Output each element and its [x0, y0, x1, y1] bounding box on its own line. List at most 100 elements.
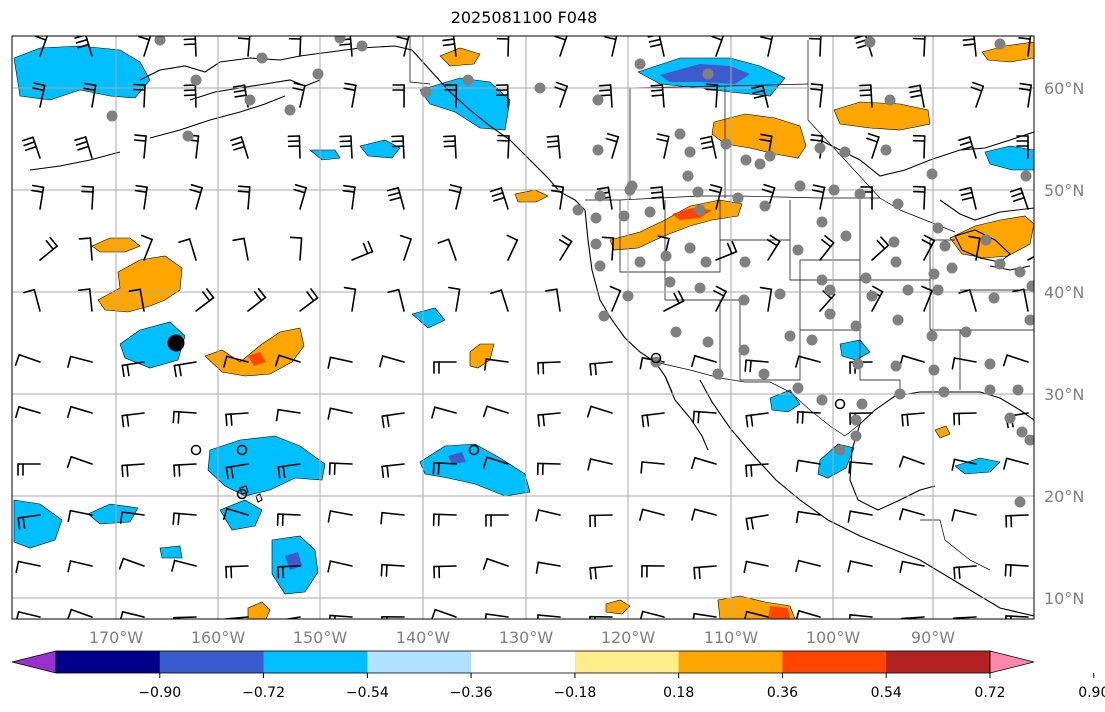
blue-region: [207, 435, 326, 497]
latitude-label: 10°N: [1044, 589, 1084, 608]
wind-barb: [808, 36, 822, 57]
wind-barb: [67, 355, 93, 369]
station-dot: [190, 74, 202, 86]
wind-barb: [819, 235, 835, 261]
wind-barb: [274, 354, 301, 367]
wind-barb: [899, 560, 925, 574]
wind-barb: [598, 84, 613, 108]
station-dot: [816, 216, 828, 228]
wind-barb: [951, 458, 977, 471]
wind-barb: [693, 565, 717, 580]
wind-barb: [970, 81, 985, 108]
wind-barb: [67, 560, 93, 573]
wind-barb: [223, 507, 249, 521]
wind-barb: [327, 510, 353, 523]
wind-barb: [327, 407, 353, 420]
wind-barb: [78, 237, 93, 261]
wind-barb: [766, 234, 781, 261]
wind-barb: [118, 557, 145, 570]
wind-barb: [811, 184, 826, 210]
colorbar-segment: [159, 651, 265, 673]
highlight-station-dot: [167, 334, 185, 352]
wind-barb: [67, 509, 93, 523]
station-dot: [644, 206, 656, 218]
station-dot: [700, 256, 712, 268]
wind-barb: [692, 410, 717, 424]
colorbar-segment: [471, 651, 576, 673]
station-dot: [1016, 426, 1028, 438]
station-dot: [738, 294, 750, 306]
wind-barb: [399, 234, 412, 261]
station-dot: [1014, 496, 1026, 508]
station-dot: [928, 268, 940, 280]
longitude-label: 110°W: [704, 628, 759, 647]
wind-barb: [959, 186, 977, 210]
station-dot: [892, 314, 904, 326]
wind-barb: [183, 36, 197, 57]
station-dot: [720, 138, 732, 150]
station-dot: [1012, 384, 1024, 396]
wind-barb: [381, 615, 405, 619]
strong-positive-region: [248, 352, 266, 366]
wind-barb: [1002, 354, 1029, 367]
wind-barb: [912, 185, 926, 210]
wind-barb: [195, 288, 215, 312]
station-dot: [1024, 434, 1034, 446]
wind-barb: [121, 361, 145, 378]
station-dot: [856, 398, 868, 410]
station-dot: [850, 414, 862, 426]
wind-barb: [133, 83, 146, 108]
wind-barb: [601, 236, 615, 261]
field-shading: [13, 41, 1034, 619]
colorbar-tick-label: −0.18: [553, 685, 596, 701]
blue-region: [13, 45, 151, 101]
station-dot: [592, 144, 604, 156]
wind-barb: [604, 36, 618, 57]
station-dot: [754, 158, 766, 170]
wind-barb: [692, 612, 717, 619]
wind-barb: [81, 185, 94, 210]
wind-barb: [392, 84, 405, 108]
colorbar-outline: [55, 650, 991, 674]
station-dot: [890, 360, 902, 372]
wind-barb: [690, 456, 717, 470]
station-dot: [594, 260, 606, 272]
wind-barb: [134, 184, 148, 210]
station-dot: [960, 326, 972, 338]
wind-barb: [795, 355, 821, 368]
wind-barb: [432, 513, 457, 527]
station-dot: [702, 68, 714, 80]
wind-barb: [536, 462, 561, 476]
wind-barb: [796, 410, 821, 424]
wind-barb: [67, 405, 93, 419]
station-dot: [839, 146, 851, 158]
wind-barb: [848, 613, 873, 619]
wind-barb: [183, 84, 197, 108]
station-dot: [106, 110, 118, 122]
wind-barb: [14, 353, 41, 366]
longitude-label: 140°W: [396, 628, 451, 647]
station-dot: [814, 142, 826, 154]
colorbar-segment: [367, 651, 472, 673]
wind-barb: [128, 288, 145, 312]
station-dot: [864, 36, 876, 48]
wind-barb: [647, 36, 665, 57]
wind-barb: [587, 458, 613, 471]
wind-barb: [443, 135, 457, 159]
wind-barb: [1016, 135, 1029, 159]
wind-barb: [74, 36, 93, 57]
wind-barb: [225, 412, 249, 427]
observation-stations: [106, 36, 1034, 508]
wind-barb: [858, 84, 873, 108]
wind-barb: [343, 82, 357, 108]
strong-positive-region: [768, 606, 790, 619]
station-dot: [1020, 170, 1032, 182]
station-dot: [420, 86, 432, 98]
wind-barb: [21, 136, 41, 159]
latitude-labels: 60°N 50°N 40°N 30°N 20°N 10°N: [1044, 79, 1084, 608]
colorbar: −0.90 −0.72 −0.54 −0.36 −0.18 0.18 0.36 0.54 0.7…: [11, 650, 1105, 701]
station-dot: [732, 192, 744, 204]
blue-region: [419, 443, 531, 497]
station-dot: [462, 74, 474, 86]
station-dot: [994, 38, 1006, 50]
